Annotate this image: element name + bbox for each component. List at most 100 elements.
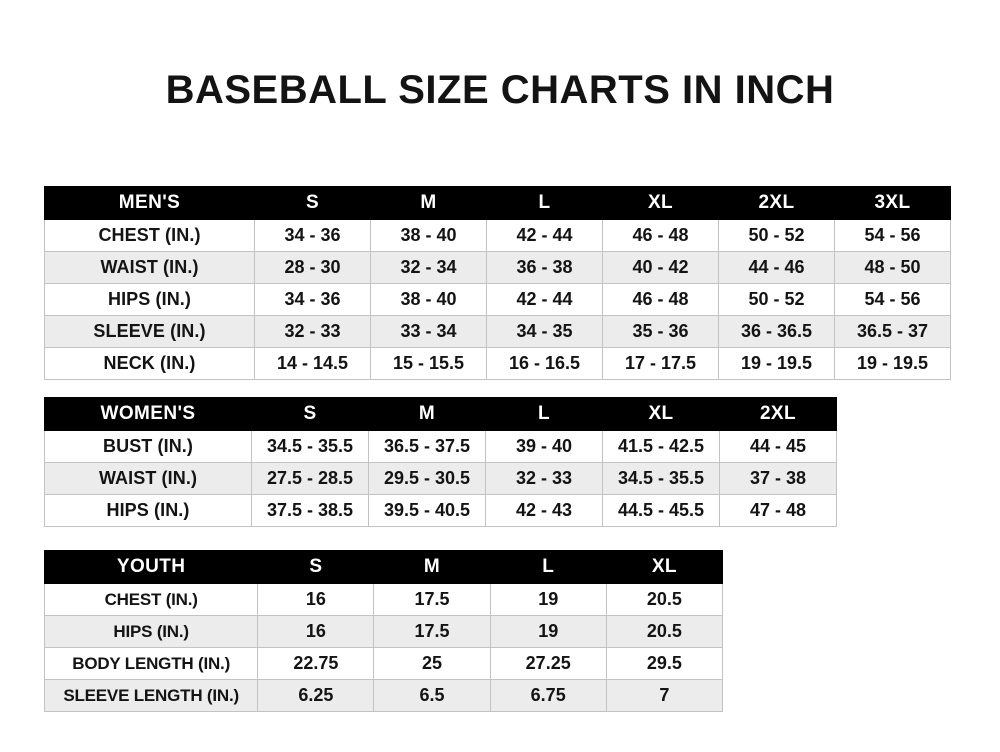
row-label: WAIST (IN.) — [44, 251, 255, 284]
cell: 41.5 - 42.5 — [602, 430, 720, 463]
cell: 34.5 - 35.5 — [602, 462, 720, 495]
cell: 17 - 17.5 — [602, 347, 719, 380]
cell: 44 - 46 — [718, 251, 835, 284]
mens-header-row: MEN'S S M L XL 2XL 3XL — [44, 186, 951, 220]
mens-size-table: MEN'S S M L XL 2XL 3XL CHEST (IN.) 34 - … — [44, 186, 951, 380]
cell: 33 - 34 — [370, 315, 487, 348]
row-label: SLEEVE LENGTH (IN.) — [43, 679, 259, 712]
table-row: SLEEVE LENGTH (IN.) 6.25 6.5 6.75 7 — [43, 679, 724, 712]
cell: 32 - 33 — [254, 315, 371, 348]
cell: 22.75 — [257, 647, 375, 680]
cell: 7 — [605, 679, 724, 712]
cell: 36 - 36.5 — [718, 315, 835, 348]
cell: 37.5 - 38.5 — [251, 494, 369, 527]
cell: 34.5 - 35.5 — [251, 430, 369, 463]
cell: 42 - 44 — [486, 283, 603, 316]
cell: 44.5 - 45.5 — [602, 494, 720, 527]
page-title: BASEBALL SIZE CHARTS IN INCH — [165, 68, 835, 112]
row-label: NECK (IN.) — [44, 347, 255, 380]
cell: 16 — [257, 615, 375, 648]
row-label: BUST (IN.) — [44, 430, 252, 463]
womens-header-size-s: S — [251, 397, 369, 431]
cell: 25 — [373, 647, 491, 680]
row-label: HIPS (IN.) — [44, 283, 255, 316]
row-label: HIPS (IN.) — [43, 615, 259, 648]
table-row: WAIST (IN.) 28 - 30 32 - 34 36 - 38 40 -… — [44, 251, 951, 284]
mens-header-size-2xl: 2XL — [718, 186, 835, 220]
row-label: SLEEVE (IN.) — [44, 315, 255, 348]
cell: 37 - 38 — [719, 462, 837, 495]
cell: 19 - 19.5 — [834, 347, 951, 380]
cell: 42 - 44 — [486, 219, 603, 252]
youth-header-row: YOUTH S M L XL — [43, 550, 724, 584]
cell: 15 - 15.5 — [370, 347, 487, 380]
cell: 27.5 - 28.5 — [251, 462, 369, 495]
cell: 38 - 40 — [370, 219, 487, 252]
cell: 17.5 — [373, 583, 491, 616]
mens-header-size-m: M — [370, 186, 487, 220]
table-row: CHEST (IN.) 16 17.5 19 20.5 — [43, 583, 724, 616]
table-row: HIPS (IN.) 37.5 - 38.5 39.5 - 40.5 42 - … — [44, 494, 837, 527]
mens-table-body: CHEST (IN.) 34 - 36 38 - 40 42 - 44 46 -… — [44, 219, 951, 380]
cell: 19 — [489, 615, 607, 648]
cell: 36 - 38 — [486, 251, 603, 284]
cell: 46 - 48 — [602, 219, 719, 252]
mens-header-size-s: S — [254, 186, 371, 220]
cell: 50 - 52 — [718, 219, 835, 252]
youth-header-size-xl: XL — [605, 550, 724, 584]
cell: 19 - 19.5 — [718, 347, 835, 380]
youth-table-body: CHEST (IN.) 16 17.5 19 20.5 HIPS (IN.) 1… — [43, 583, 724, 712]
womens-header-size-m: M — [368, 397, 486, 431]
cell: 47 - 48 — [719, 494, 837, 527]
cell: 44 - 45 — [719, 430, 837, 463]
table-row: HIPS (IN.) 34 - 36 38 - 40 42 - 44 46 - … — [44, 283, 951, 316]
cell: 14 - 14.5 — [254, 347, 371, 380]
cell: 40 - 42 — [602, 251, 719, 284]
mens-header-size-xl: XL — [602, 186, 719, 220]
cell: 38 - 40 — [370, 283, 487, 316]
cell: 39 - 40 — [485, 430, 603, 463]
table-row: HIPS (IN.) 16 17.5 19 20.5 — [43, 615, 724, 648]
cell: 6.75 — [489, 679, 607, 712]
cell: 29.5 — [605, 647, 724, 680]
cell: 6.5 — [373, 679, 491, 712]
cell: 16 - 16.5 — [486, 347, 603, 380]
cell: 34 - 35 — [486, 315, 603, 348]
mens-header-size-3xl: 3XL — [834, 186, 951, 220]
cell: 16 — [257, 583, 375, 616]
womens-header-size-2xl: 2XL — [719, 397, 837, 431]
cell: 17.5 — [373, 615, 491, 648]
cell: 35 - 36 — [602, 315, 719, 348]
table-row: BODY LENGTH (IN.) 22.75 25 27.25 29.5 — [43, 647, 724, 680]
table-row: WAIST (IN.) 27.5 - 28.5 29.5 - 30.5 32 -… — [44, 462, 837, 495]
cell: 48 - 50 — [834, 251, 951, 284]
row-label: BODY LENGTH (IN.) — [43, 647, 259, 680]
cell: 28 - 30 — [254, 251, 371, 284]
cell: 42 - 43 — [485, 494, 603, 527]
row-label: CHEST (IN.) — [44, 219, 255, 252]
cell: 50 - 52 — [718, 283, 835, 316]
cell: 54 - 56 — [834, 283, 951, 316]
cell: 39.5 - 40.5 — [368, 494, 486, 527]
row-label: HIPS (IN.) — [44, 494, 252, 527]
row-label: CHEST (IN.) — [43, 583, 259, 616]
cell: 20.5 — [605, 615, 724, 648]
mens-header-size-l: L — [486, 186, 603, 220]
youth-header-size-m: M — [373, 550, 491, 584]
table-row: NECK (IN.) 14 - 14.5 15 - 15.5 16 - 16.5… — [44, 347, 951, 380]
row-label: WAIST (IN.) — [44, 462, 252, 495]
youth-header-size-s: S — [257, 550, 375, 584]
cell: 36.5 - 37.5 — [368, 430, 486, 463]
youth-header-title: YOUTH — [43, 550, 259, 584]
womens-header-size-l: L — [485, 397, 603, 431]
cell: 29.5 - 30.5 — [368, 462, 486, 495]
womens-table-body: BUST (IN.) 34.5 - 35.5 36.5 - 37.5 39 - … — [44, 430, 837, 527]
mens-header-title: MEN'S — [44, 186, 255, 220]
youth-table-head: YOUTH S M L XL — [43, 550, 724, 584]
womens-header-row: WOMEN'S S M L XL 2XL — [44, 397, 837, 431]
cell: 20.5 — [605, 583, 724, 616]
youth-size-table: YOUTH S M L XL CHEST (IN.) 16 17.5 19 20… — [43, 550, 724, 712]
cell: 54 - 56 — [834, 219, 951, 252]
cell: 19 — [489, 583, 607, 616]
